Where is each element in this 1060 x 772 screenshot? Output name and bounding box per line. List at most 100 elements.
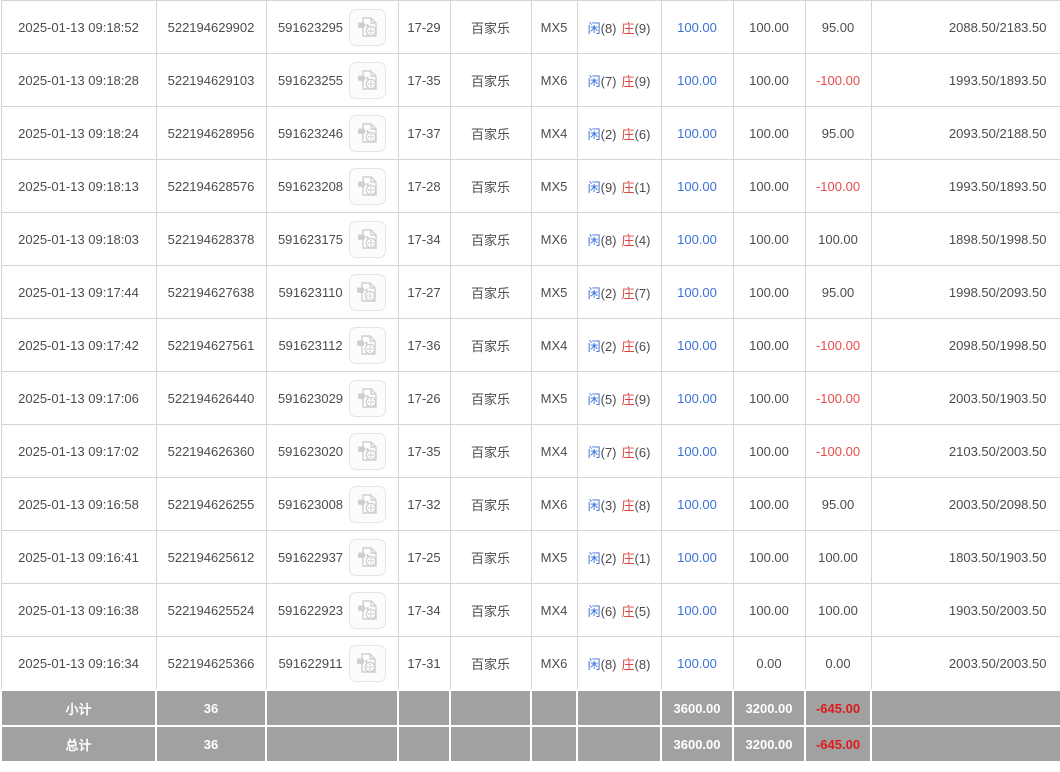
bet-amount-link[interactable]: 100.00 xyxy=(660,212,734,266)
balance: 2003.50/2098.50 xyxy=(870,477,1060,531)
game-type: 百家乐 xyxy=(449,106,532,160)
valid-amount: 100.00 xyxy=(732,530,806,584)
bet-id: 522194628576 xyxy=(155,159,267,213)
total-label: 总计 xyxy=(0,725,157,763)
game-no-cell: 591623295 xyxy=(265,0,399,54)
player-label: 闲 xyxy=(587,20,601,36)
result-cell: 闲(2) 庄(7) xyxy=(576,265,662,319)
video-replay-button[interactable] xyxy=(349,432,387,470)
bet-row: 2025-01-13 09:17:02 522194626360 5916230… xyxy=(0,424,1060,478)
video-replay-button[interactable] xyxy=(349,538,387,576)
bet-amount-link[interactable]: 100.00 xyxy=(660,371,734,425)
banker-label: 庄 xyxy=(621,338,635,354)
payout-cell: 95.00 xyxy=(804,477,872,531)
video-replay-button[interactable] xyxy=(348,326,386,364)
player-label: 闲 xyxy=(587,179,601,195)
bet-rows: 2025-01-13 09:18:52 522194629902 5916232… xyxy=(0,0,1060,691)
video-replay-button[interactable] xyxy=(349,61,387,99)
video-replay-button[interactable] xyxy=(349,485,387,523)
bet-time: 2025-01-13 09:17:06 xyxy=(0,371,157,425)
bet-time: 2025-01-13 09:16:58 xyxy=(0,477,157,531)
valid-amount: 100.00 xyxy=(732,212,806,266)
bet-row: 2025-01-13 09:18:13 522194628576 5916232… xyxy=(0,159,1060,213)
player-points: (8) xyxy=(600,232,617,248)
round-no: 17-35 xyxy=(397,53,451,107)
table-no: MX5 xyxy=(530,159,578,213)
bet-amount-link[interactable]: 100.00 xyxy=(660,318,734,372)
video-replay-button[interactable] xyxy=(349,167,387,205)
player-points: (7) xyxy=(600,73,617,89)
bet-amount-link[interactable]: 100.00 xyxy=(660,530,734,584)
total-valid-total: 3200.00 xyxy=(732,725,806,763)
bet-row: 2025-01-13 09:16:34 522194625366 5916229… xyxy=(0,636,1060,691)
game-no-cell: 591623246 xyxy=(265,106,399,160)
video-replay-icon xyxy=(357,388,377,408)
game-no: 591623020 xyxy=(277,443,344,459)
bet-amount-link[interactable]: 100.00 xyxy=(660,0,734,54)
bet-id: 522194625366 xyxy=(155,636,267,691)
valid-amount: 100.00 xyxy=(732,53,806,107)
banker-points: (9) xyxy=(634,20,651,36)
result-cell: 闲(8) 庄(4) xyxy=(576,212,662,266)
bet-id: 522194628378 xyxy=(155,212,267,266)
bet-amount-link[interactable]: 100.00 xyxy=(660,636,734,691)
video-replay-button[interactable] xyxy=(349,220,387,258)
banker-label: 庄 xyxy=(621,603,635,619)
video-replay-button[interactable] xyxy=(349,114,387,152)
player-label: 闲 xyxy=(587,497,601,513)
bet-amount-link[interactable]: 100.00 xyxy=(660,477,734,531)
table-no: MX6 xyxy=(530,477,578,531)
subtotal-count: 36 xyxy=(155,689,267,727)
video-replay-button[interactable] xyxy=(348,273,386,311)
bet-amount-link[interactable]: 100.00 xyxy=(660,159,734,213)
valid-amount: 100.00 xyxy=(732,583,806,637)
table-no: MX6 xyxy=(530,53,578,107)
video-replay-button[interactable] xyxy=(349,8,387,46)
bet-amount-link[interactable]: 100.00 xyxy=(660,424,734,478)
bet-time: 2025-01-13 09:17:02 xyxy=(0,424,157,478)
game-type: 百家乐 xyxy=(449,212,532,266)
balance: 1903.50/2003.50 xyxy=(870,583,1060,637)
banker-label: 庄 xyxy=(621,20,635,36)
game-type: 百家乐 xyxy=(449,159,532,213)
bet-row: 2025-01-13 09:17:06 522194626440 5916230… xyxy=(0,371,1060,425)
result-cell: 闲(8) 庄(9) xyxy=(576,0,662,54)
subtotal-label: 小计 xyxy=(0,689,157,727)
table-no: MX5 xyxy=(530,530,578,584)
bet-id: 522194626440 xyxy=(155,371,267,425)
bet-amount-link[interactable]: 100.00 xyxy=(660,265,734,319)
valid-amount: 100.00 xyxy=(732,159,806,213)
game-no: 591622923 xyxy=(277,602,344,618)
game-no: 591623175 xyxy=(277,231,344,247)
player-points: (7) xyxy=(600,444,617,460)
round-no: 17-26 xyxy=(397,371,451,425)
video-replay-button[interactable] xyxy=(349,591,387,629)
bet-row: 2025-01-13 09:16:38 522194625524 5916229… xyxy=(0,583,1060,637)
banker-points: (8) xyxy=(634,497,651,513)
balance: 1993.50/1893.50 xyxy=(870,53,1060,107)
player-label: 闲 xyxy=(587,126,601,142)
subtotal-empty-cell xyxy=(576,689,662,727)
bet-time: 2025-01-13 09:17:42 xyxy=(0,318,157,372)
table-no: MX5 xyxy=(530,0,578,54)
video-replay-button[interactable] xyxy=(348,644,386,682)
player-label: 闲 xyxy=(587,444,601,460)
bet-id: 522194625524 xyxy=(155,583,267,637)
bet-amount-link[interactable]: 100.00 xyxy=(660,583,734,637)
result-cell: 闲(7) 庄(9) xyxy=(576,53,662,107)
bet-row: 2025-01-13 09:18:03 522194628378 5916231… xyxy=(0,212,1060,266)
bet-time: 2025-01-13 09:18:13 xyxy=(0,159,157,213)
player-label: 闲 xyxy=(587,338,601,354)
player-points: (3) xyxy=(600,497,617,513)
banker-label: 庄 xyxy=(621,285,635,301)
player-points: (6) xyxy=(600,603,617,619)
game-no-cell: 591622911 xyxy=(265,636,399,691)
bet-amount-link[interactable]: 100.00 xyxy=(660,106,734,160)
video-replay-button[interactable] xyxy=(349,379,387,417)
video-replay-icon xyxy=(357,17,377,37)
video-replay-icon xyxy=(357,441,377,461)
bet-amount-link[interactable]: 100.00 xyxy=(660,53,734,107)
video-replay-icon xyxy=(357,335,376,355)
total-count: 36 xyxy=(155,725,267,763)
